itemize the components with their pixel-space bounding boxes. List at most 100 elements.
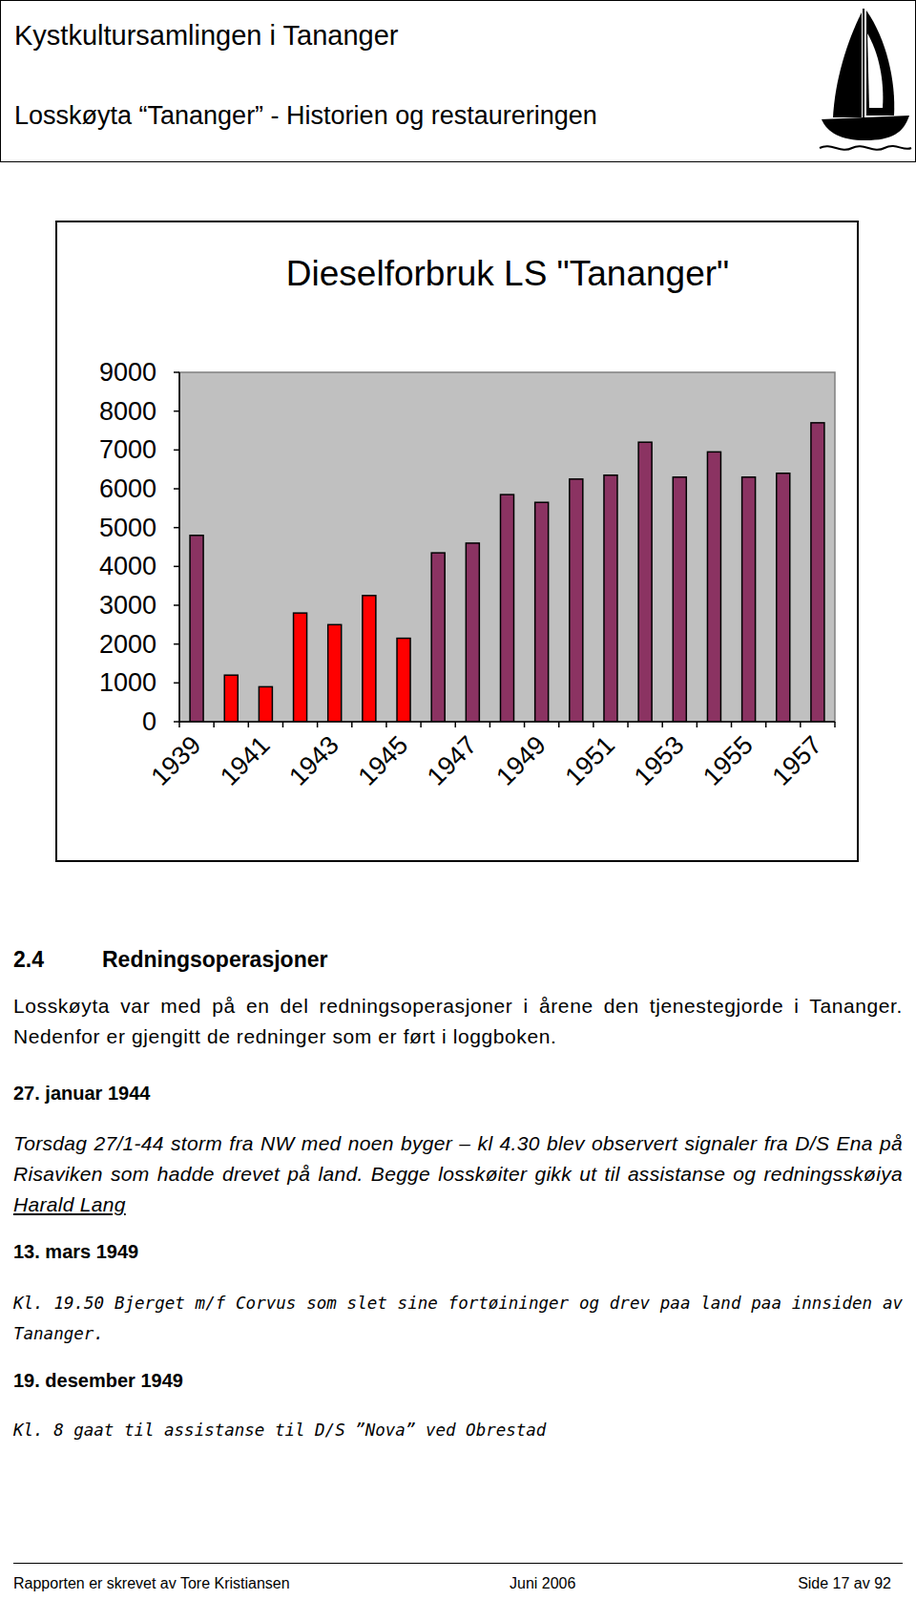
bar bbox=[535, 501, 549, 722]
bar bbox=[189, 535, 204, 722]
y-tick-label: 0 bbox=[142, 707, 157, 736]
footer-date: Juni 2006 bbox=[509, 1574, 576, 1592]
bar bbox=[465, 542, 479, 722]
x-tick-label: 1951 bbox=[560, 729, 622, 792]
y-tick bbox=[173, 565, 180, 568]
x-tick-label: 1941 bbox=[214, 729, 276, 792]
y-tick bbox=[173, 603, 180, 606]
x-tick-label: 1939 bbox=[145, 729, 208, 792]
entry-underlined: Harald Lang bbox=[13, 1192, 126, 1215]
y-tick-label: 9000 bbox=[99, 357, 157, 387]
x-tick bbox=[248, 721, 250, 728]
x-tick-label: 1953 bbox=[628, 729, 690, 792]
header-subtitle: Losskøyta “Tananger” - Historien og rest… bbox=[14, 101, 598, 131]
x-tick-label: 1945 bbox=[353, 729, 415, 792]
y-tick bbox=[173, 720, 180, 723]
chart-frame: Dieselforbruk LS "Tananger" 0 1000 2000 3000… bbox=[55, 220, 859, 862]
x-tick bbox=[833, 721, 836, 728]
x-tick bbox=[282, 721, 285, 728]
x-tick bbox=[696, 721, 699, 728]
bars bbox=[189, 422, 825, 722]
y-tick bbox=[173, 449, 180, 452]
x-axis bbox=[179, 720, 835, 723]
x-tick bbox=[592, 721, 595, 728]
x-tick bbox=[765, 721, 768, 728]
y-tick-label: 8000 bbox=[99, 396, 157, 426]
section-paragraph: Losskøyta var med på en del redningsoper… bbox=[13, 990, 903, 1052]
footer-page: Side 17 av 92 bbox=[797, 1574, 892, 1592]
bar bbox=[500, 494, 515, 722]
x-tick bbox=[626, 721, 629, 728]
y-axis bbox=[178, 372, 181, 722]
bar bbox=[638, 441, 652, 722]
bar bbox=[707, 451, 721, 722]
header-title: Kystkultursamlingen i Tananger bbox=[14, 20, 398, 52]
y-tick-label: 5000 bbox=[99, 513, 157, 542]
entry-text: Kl. 8 gaat til assistanse til D/S ”Nova”… bbox=[13, 1414, 903, 1445]
x-tick bbox=[212, 721, 215, 728]
entry-text: Kl. 19.50 Bjerget m/f Corvus som slet si… bbox=[13, 1287, 903, 1349]
section-heading: Redningsoperasjoner bbox=[102, 946, 328, 973]
plot-area bbox=[179, 372, 835, 722]
bar bbox=[224, 674, 238, 722]
bar bbox=[328, 624, 342, 722]
y-tick bbox=[173, 526, 180, 529]
footer-rule bbox=[13, 1561, 903, 1563]
footer-author: Rapporten er skrevet av Tore Kristiansen bbox=[13, 1574, 291, 1592]
x-tick bbox=[489, 721, 492, 728]
y-tick-label: 1000 bbox=[99, 667, 157, 697]
entry-text: Torsdag 27/1-44 storm fra NW med noen by… bbox=[13, 1127, 903, 1220]
bar bbox=[293, 612, 308, 722]
chart: Dieselforbruk LS "Tananger" 0 1000 2000 3000… bbox=[57, 222, 857, 860]
x-tick bbox=[455, 721, 458, 728]
page-header: Kystkultursamlingen i Tananger Losskøyta … bbox=[0, 0, 916, 163]
x-tick bbox=[799, 721, 802, 728]
bar bbox=[672, 477, 687, 722]
y-tick-label: 3000 bbox=[99, 590, 157, 620]
logo-sail-highlight bbox=[867, 33, 883, 108]
logo bbox=[817, 4, 914, 158]
bar bbox=[569, 478, 583, 722]
entry-text-run: Kl. 19.50 Bjerget m/f Corvus som slet si… bbox=[13, 1292, 903, 1343]
logo-sail bbox=[866, 10, 895, 116]
section-number: 2.4 bbox=[13, 946, 44, 973]
x-tick bbox=[523, 721, 526, 728]
x-tick-label: 1943 bbox=[283, 729, 345, 792]
x-tick bbox=[730, 721, 733, 728]
x-tick-label: 1949 bbox=[490, 729, 552, 792]
entry-date: 13. mars 1949 bbox=[13, 1240, 139, 1263]
bar bbox=[811, 422, 825, 722]
y-tick-label: 7000 bbox=[99, 435, 157, 464]
x-tick bbox=[558, 721, 561, 728]
logo-hull bbox=[821, 115, 910, 141]
bar bbox=[603, 475, 618, 722]
x-tick bbox=[661, 721, 664, 728]
y-tick-label: 2000 bbox=[99, 629, 157, 659]
chart-title: Dieselforbruk LS "Tananger" bbox=[286, 253, 729, 293]
x-tick bbox=[351, 721, 354, 728]
x-tick-label: 1955 bbox=[697, 729, 759, 792]
bar bbox=[362, 595, 376, 722]
x-tick bbox=[385, 721, 388, 728]
bar bbox=[431, 552, 445, 722]
logo-sail bbox=[832, 12, 862, 118]
x-tick-label: 1947 bbox=[421, 729, 483, 792]
y-tick bbox=[173, 487, 180, 490]
entry-date: 27. januar 1944 bbox=[13, 1082, 150, 1104]
entry-date: 19. desember 1949 bbox=[13, 1369, 184, 1392]
entry-text-run: Kl. 8 gaat til assistanse til D/S ”Nova”… bbox=[13, 1419, 546, 1439]
bar bbox=[742, 477, 756, 722]
y-tick bbox=[173, 410, 180, 413]
x-tick bbox=[316, 721, 319, 728]
y-tick bbox=[173, 371, 180, 374]
bar bbox=[258, 686, 272, 722]
y-tick-label: 4000 bbox=[99, 551, 157, 581]
entry-text-run: Torsdag 27/1-44 storm fra NW med noen by… bbox=[13, 1131, 903, 1185]
x-tick bbox=[419, 721, 422, 728]
bar bbox=[776, 473, 791, 722]
y-tick-label: 6000 bbox=[99, 474, 157, 503]
logo-mast bbox=[862, 8, 865, 127]
x-tick-label: 1957 bbox=[766, 729, 828, 792]
x-tick bbox=[178, 721, 181, 728]
logo-waves bbox=[819, 145, 912, 150]
